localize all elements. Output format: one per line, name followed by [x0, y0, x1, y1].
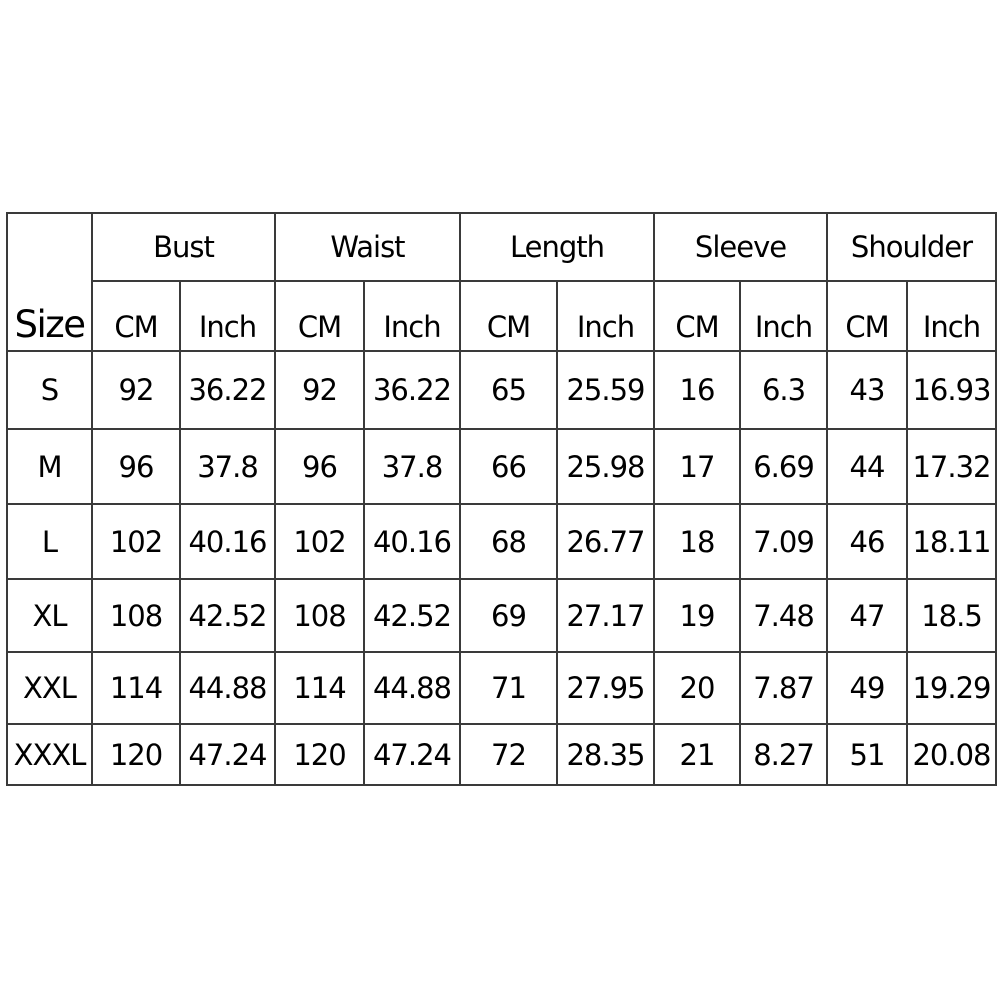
- value-cell: 46: [826, 503, 908, 580]
- value-cell: 17: [653, 428, 741, 505]
- value-cell: 27.95: [556, 651, 655, 725]
- value-cell: 40.16: [179, 503, 276, 580]
- value-cell: 102: [91, 503, 181, 580]
- value-cell: 114: [91, 651, 181, 725]
- table-row: XXL 114 44.88 114 44.88 71 27.95 20 7.87 49 19.29: [6, 651, 997, 725]
- unit-header-cm: CM: [91, 280, 181, 352]
- value-cell: 16: [653, 350, 741, 430]
- unit-header-inch: Inch: [556, 280, 655, 352]
- value-cell: 7.09: [739, 503, 828, 580]
- header-bust: Bust: [91, 212, 276, 282]
- size-chart-table: Size Bust Waist Length Sleeve Shoulder CM Inc…: [6, 212, 997, 786]
- value-cell: 40.16: [363, 503, 461, 580]
- value-cell: 51: [826, 723, 908, 786]
- value-cell: 72: [459, 723, 558, 786]
- value-cell: 120: [274, 723, 365, 786]
- value-cell: 47.24: [179, 723, 276, 786]
- value-cell: 47: [826, 578, 908, 653]
- value-cell: 69: [459, 578, 558, 653]
- value-cell: 71: [459, 651, 558, 725]
- size-cell: XL: [6, 578, 93, 653]
- value-cell: 19: [653, 578, 741, 653]
- value-cell: 108: [91, 578, 181, 653]
- unit-header-inch: Inch: [363, 280, 461, 352]
- value-cell: 44: [826, 428, 908, 505]
- value-cell: 6.3: [739, 350, 828, 430]
- value-cell: 92: [274, 350, 365, 430]
- value-cell: 42.52: [179, 578, 276, 653]
- value-cell: 28.35: [556, 723, 655, 786]
- size-header: Size: [6, 212, 93, 352]
- value-cell: 114: [274, 651, 365, 725]
- value-cell: 7.48: [739, 578, 828, 653]
- value-cell: 16.93: [906, 350, 997, 430]
- value-cell: 27.17: [556, 578, 655, 653]
- value-cell: 19.29: [906, 651, 997, 725]
- table-row: M 96 37.8 96 37.8 66 25.98 17 6.69 44 17.32: [6, 428, 997, 505]
- value-cell: 25.59: [556, 350, 655, 430]
- unit-header-inch: Inch: [739, 280, 828, 352]
- size-cell: S: [6, 350, 93, 430]
- unit-header-cm: CM: [826, 280, 908, 352]
- value-cell: 66: [459, 428, 558, 505]
- value-cell: 37.8: [363, 428, 461, 505]
- value-cell: 65: [459, 350, 558, 430]
- value-cell: 49: [826, 651, 908, 725]
- header-waist: Waist: [274, 212, 461, 282]
- value-cell: 42.52: [363, 578, 461, 653]
- value-cell: 36.22: [179, 350, 276, 430]
- value-cell: 25.98: [556, 428, 655, 505]
- value-cell: 18.11: [906, 503, 997, 580]
- unit-header-cm: CM: [274, 280, 365, 352]
- value-cell: 102: [274, 503, 365, 580]
- value-cell: 96: [274, 428, 365, 505]
- size-cell: XXXL: [6, 723, 93, 786]
- header-shoulder: Shoulder: [826, 212, 997, 282]
- value-cell: 120: [91, 723, 181, 786]
- unit-header-inch: Inch: [906, 280, 997, 352]
- table-row: L 102 40.16 102 40.16 68 26.77 18 7.09 46 18.11: [6, 503, 997, 580]
- size-cell: XXL: [6, 651, 93, 725]
- unit-header-cm: CM: [459, 280, 558, 352]
- value-cell: 44.88: [363, 651, 461, 725]
- unit-header-cm: CM: [653, 280, 741, 352]
- value-cell: 6.69: [739, 428, 828, 505]
- value-cell: 20.08: [906, 723, 997, 786]
- value-cell: 92: [91, 350, 181, 430]
- value-cell: 17.32: [906, 428, 997, 505]
- table-row: S 92 36.22 92 36.22 65 25.59 16 6.3 43 16.93: [6, 350, 997, 430]
- value-cell: 43: [826, 350, 908, 430]
- size-cell: M: [6, 428, 93, 505]
- value-cell: 47.24: [363, 723, 461, 786]
- table-row: XL 108 42.52 108 42.52 69 27.17 19 7.48 47 18.5: [6, 578, 997, 653]
- value-cell: 36.22: [363, 350, 461, 430]
- table-row: XXXL 120 47.24 120 47.24 72 28.35 21 8.27 51 20.08: [6, 723, 997, 786]
- unit-header-inch: Inch: [179, 280, 276, 352]
- value-cell: 20: [653, 651, 741, 725]
- value-cell: 18.5: [906, 578, 997, 653]
- value-cell: 68: [459, 503, 558, 580]
- size-cell: L: [6, 503, 93, 580]
- value-cell: 8.27: [739, 723, 828, 786]
- value-cell: 96: [91, 428, 181, 505]
- header-sleeve: Sleeve: [653, 212, 828, 282]
- value-cell: 44.88: [179, 651, 276, 725]
- value-cell: 7.87: [739, 651, 828, 725]
- value-cell: 108: [274, 578, 365, 653]
- value-cell: 26.77: [556, 503, 655, 580]
- value-cell: 37.8: [179, 428, 276, 505]
- header-length: Length: [459, 212, 655, 282]
- value-cell: 21: [653, 723, 741, 786]
- value-cell: 18: [653, 503, 741, 580]
